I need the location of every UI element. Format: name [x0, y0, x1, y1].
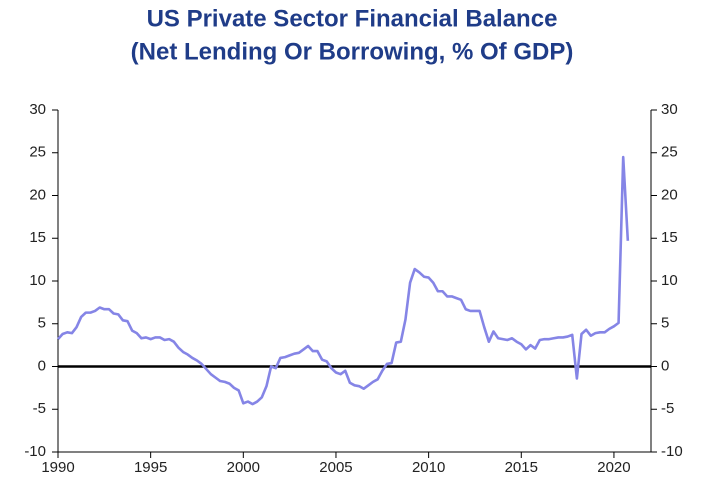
x-tick-label: 2000: [227, 459, 260, 476]
y2-tick-label: -5: [661, 400, 674, 417]
chart-title: US Private Sector Financial Balance: [147, 5, 558, 32]
y-tick-label: -5: [33, 400, 46, 417]
y-tick-label: -10: [24, 443, 46, 460]
y2-tick-label: 20: [661, 186, 678, 203]
data-line: [57, 155, 630, 406]
y-tick-label: 20: [29, 186, 46, 203]
x-tick-label: 2020: [597, 459, 630, 476]
chart-title: (Net Lending Or Borrowing, % Of GDP): [131, 38, 574, 65]
y-tick-label: 0: [38, 357, 46, 374]
y-tick-label: 15: [29, 229, 46, 246]
y-tick-label: 30: [29, 101, 46, 118]
y2-tick-label: 15: [661, 229, 678, 246]
y-tick-label: 10: [29, 272, 46, 289]
x-tick-label: 2005: [319, 459, 352, 476]
y2-tick-label: -10: [661, 443, 683, 460]
x-tick-label: 1990: [41, 459, 74, 476]
y-tick-label: 25: [29, 144, 46, 161]
x-tick-label: 2010: [412, 459, 445, 476]
y2-tick-label: 0: [661, 357, 669, 374]
y2-tick-label: 30: [661, 101, 678, 118]
y2-tick-label: 5: [661, 315, 669, 332]
x-tick-label: 2015: [505, 459, 538, 476]
y2-tick-label: 25: [661, 144, 678, 161]
x-tick-label: 1995: [134, 459, 167, 476]
y-tick-label: 5: [38, 315, 46, 332]
y2-tick-label: 10: [661, 272, 678, 289]
